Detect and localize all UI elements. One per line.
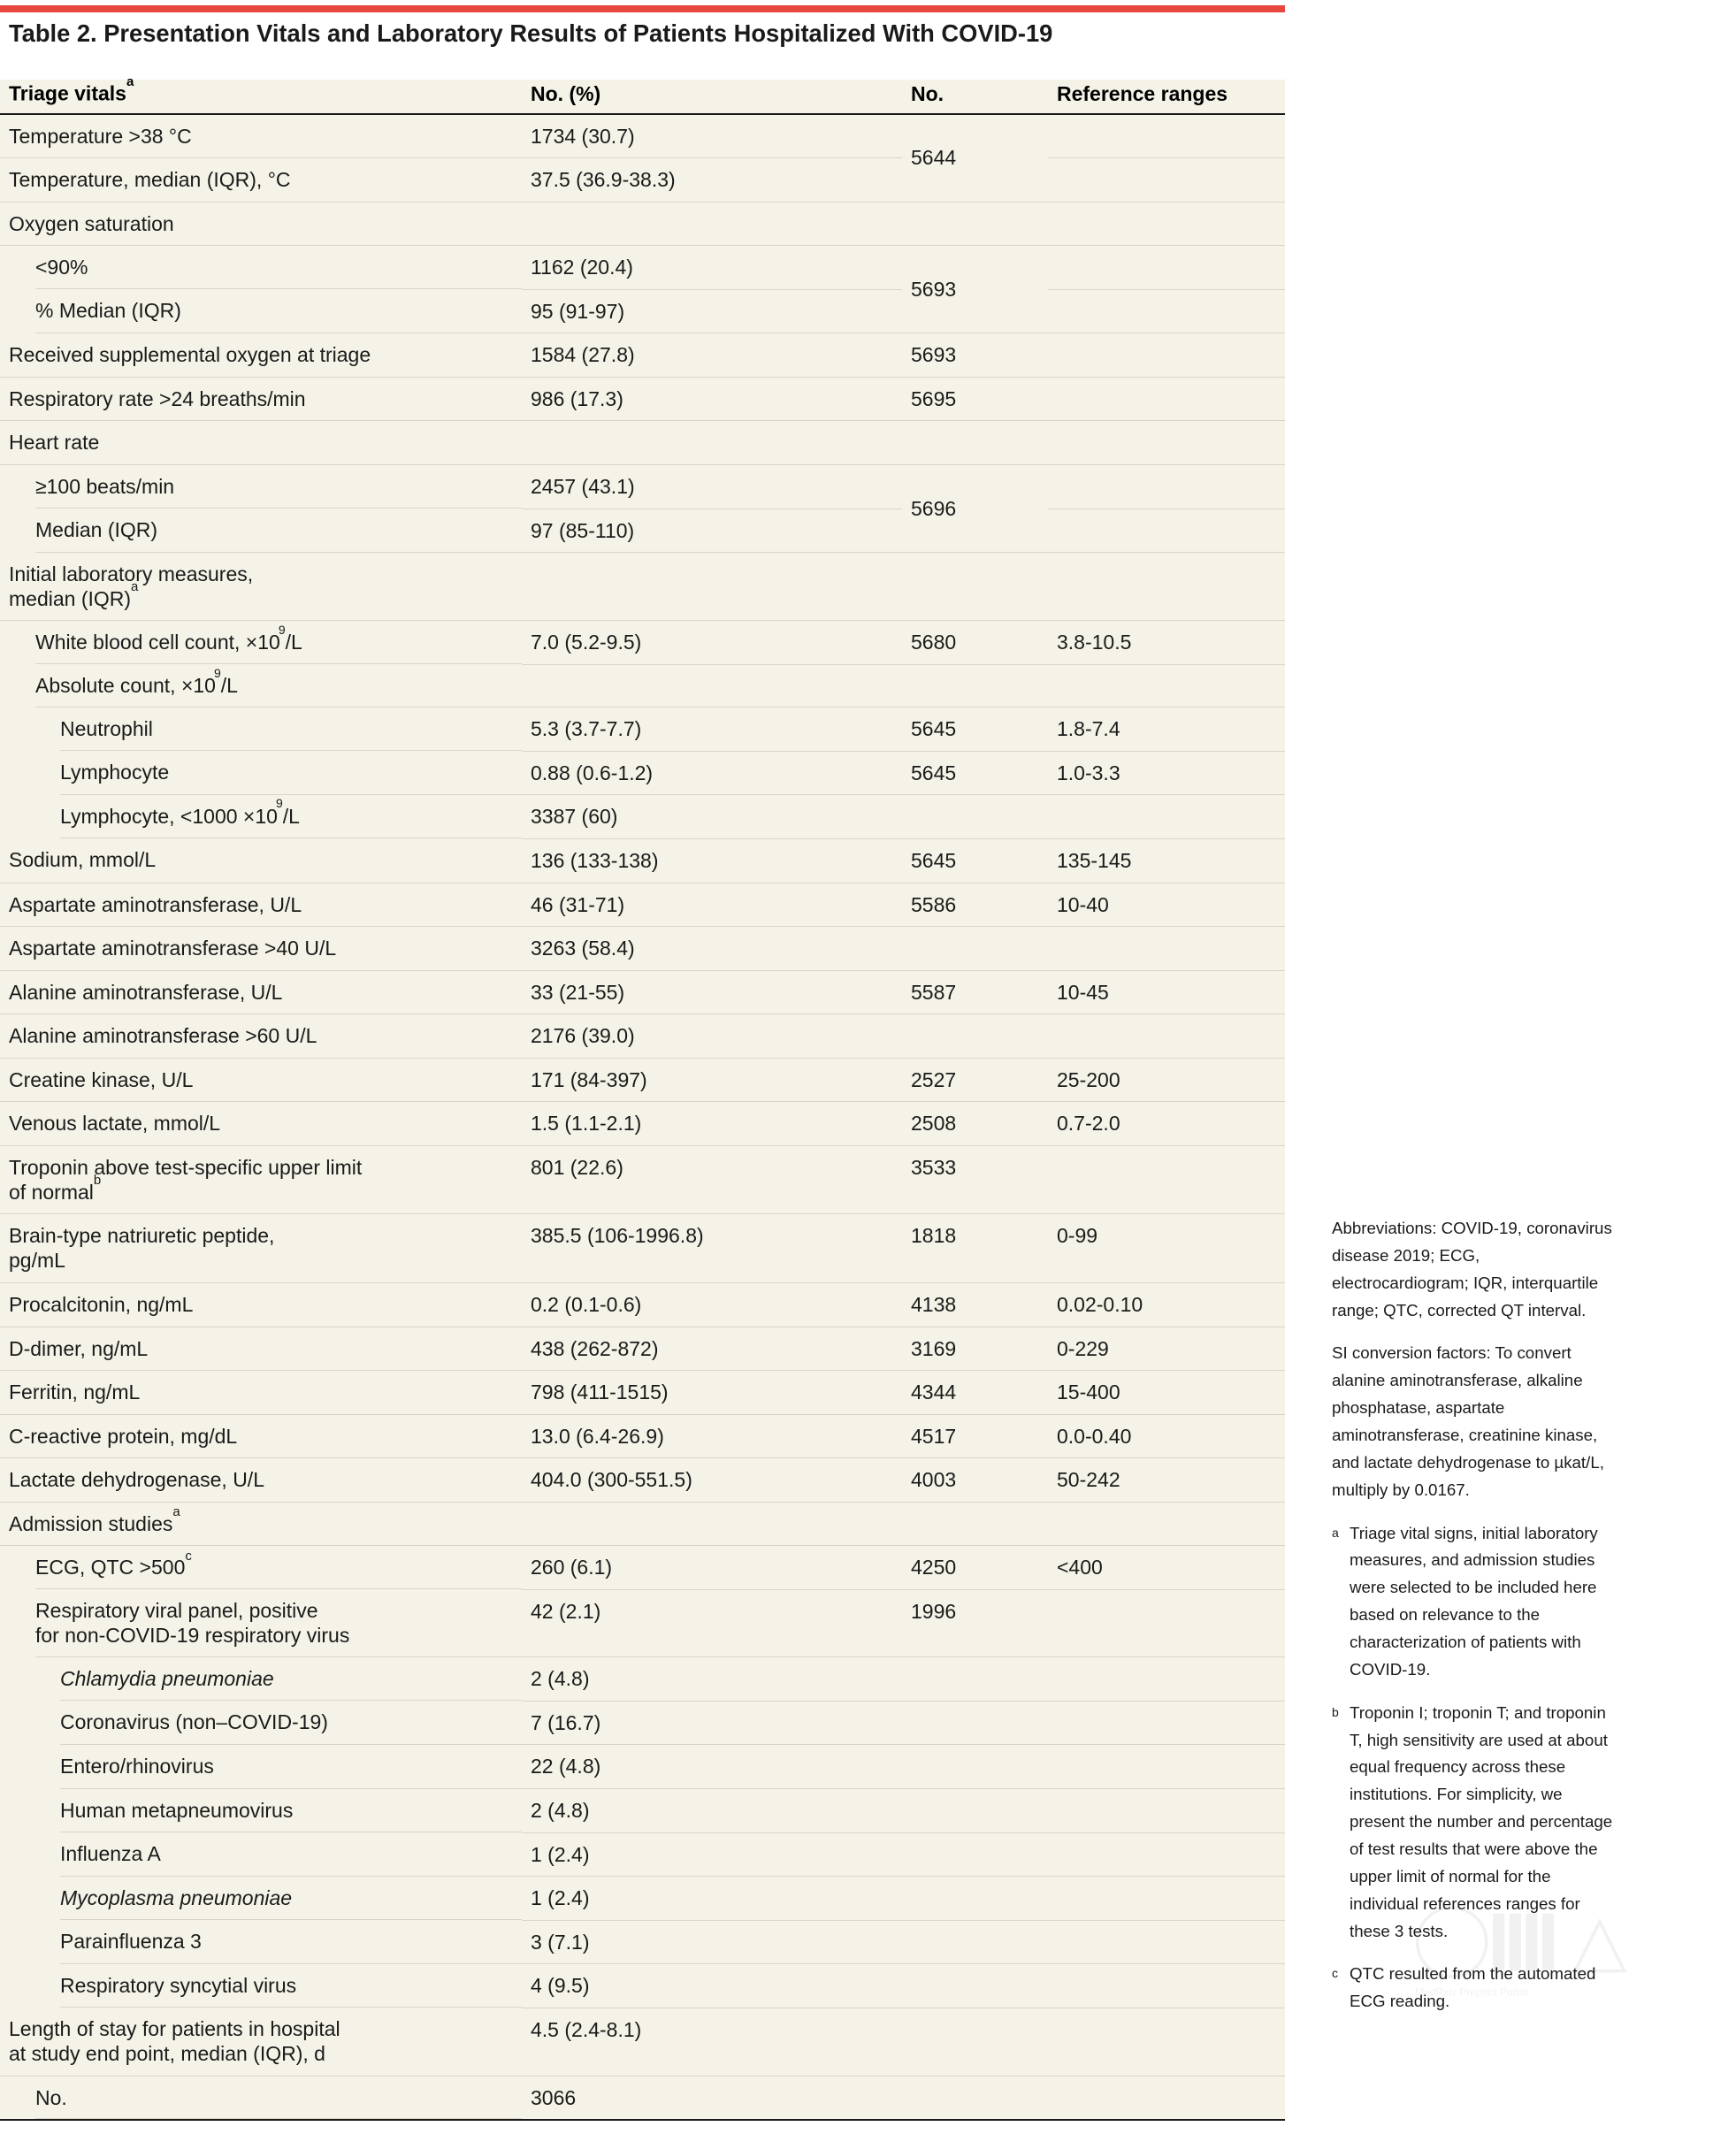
svg-text:MedRxiv Preprint Portal: MedRxiv Preprint Portal <box>1415 1985 1527 1998</box>
